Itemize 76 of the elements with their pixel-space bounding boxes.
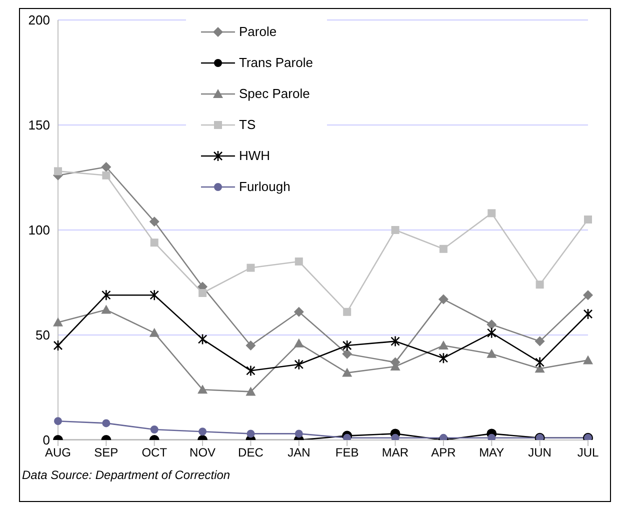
point (102, 289, 111, 301)
legend-label: HWH (239, 148, 270, 163)
point (486, 320, 497, 330)
point (534, 336, 545, 346)
point (488, 209, 496, 218)
x-tick-label: JUN (528, 446, 552, 460)
point (246, 340, 256, 350)
point (102, 171, 110, 180)
point (390, 336, 400, 347)
x-tick-label: OCT (142, 446, 168, 460)
point (343, 434, 352, 440)
point (294, 430, 303, 438)
point (198, 428, 207, 436)
x-tick-label: AUG (44, 446, 72, 460)
point (149, 216, 160, 227)
point (101, 162, 112, 172)
point (246, 264, 255, 272)
legend-label: TS (239, 117, 256, 132)
x-tick-label: MAY (479, 446, 504, 460)
point (584, 216, 592, 224)
legend-label: Spec Parole (239, 86, 310, 101)
x-tick-label: SEP (94, 446, 118, 460)
y-tick-label: 150 (28, 118, 50, 133)
point (294, 306, 304, 317)
point (342, 340, 352, 352)
point (486, 327, 496, 339)
point (198, 289, 207, 297)
point (583, 355, 593, 364)
point (53, 340, 63, 352)
point (391, 434, 400, 440)
point (294, 338, 304, 348)
point (438, 340, 448, 350)
y-tick-label: 200 (28, 12, 50, 28)
y-tick-label: 0 (42, 432, 50, 448)
point (246, 430, 255, 438)
point (583, 290, 593, 300)
point (198, 334, 208, 345)
point (150, 289, 160, 301)
point (342, 348, 352, 359)
point (54, 417, 62, 426)
point (536, 280, 544, 289)
point (198, 384, 208, 394)
x-tick-label: DEC (238, 446, 264, 460)
point (102, 419, 110, 428)
y-tick-label: 50 (36, 328, 50, 343)
legend-label: Trans Parole (239, 55, 313, 70)
point (101, 304, 112, 314)
point (246, 365, 256, 376)
point (149, 328, 160, 337)
x-tick-label: JUL (577, 446, 599, 460)
point (294, 258, 303, 266)
x-tick-label: JAN (288, 446, 310, 460)
point (438, 294, 448, 304)
point (391, 226, 400, 234)
point (486, 348, 497, 358)
point (342, 368, 352, 377)
point (150, 426, 158, 434)
point (54, 167, 62, 176)
point (53, 317, 63, 326)
point (294, 358, 304, 370)
point (343, 308, 352, 316)
point (246, 386, 256, 396)
x-tick-label: NOV (190, 446, 216, 460)
y-tick-label: 100 (28, 222, 50, 238)
x-tick-label: MAR (382, 446, 409, 460)
point (150, 238, 158, 247)
point (438, 352, 448, 364)
source-note: Data Source: Department of Correction (22, 468, 230, 482)
x-tick-label: APR (431, 446, 456, 460)
x-tick-label: FEB (335, 446, 359, 460)
legend-label: Furlough (239, 179, 290, 194)
point (488, 434, 496, 440)
point (583, 308, 593, 320)
point (535, 356, 544, 368)
legend-label: Parole (239, 24, 277, 39)
point (439, 244, 448, 253)
